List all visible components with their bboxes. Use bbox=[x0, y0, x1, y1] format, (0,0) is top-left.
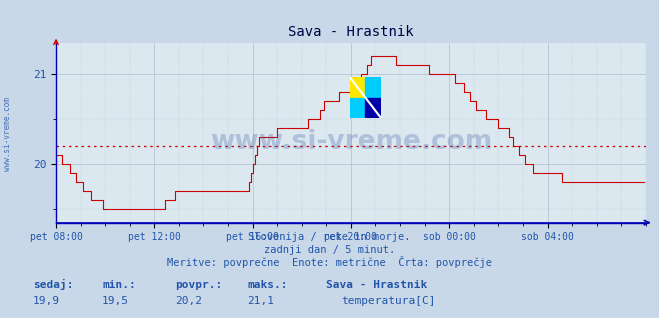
Text: zadnji dan / 5 minut.: zadnji dan / 5 minut. bbox=[264, 245, 395, 255]
Bar bbox=[350, 77, 366, 98]
Title: Sava - Hrastnik: Sava - Hrastnik bbox=[288, 25, 414, 39]
Text: sedaj:: sedaj: bbox=[33, 279, 73, 290]
Bar bbox=[366, 77, 382, 98]
Text: Sava - Hrastnik: Sava - Hrastnik bbox=[326, 280, 428, 290]
Text: Slovenija / reke in morje.: Slovenija / reke in morje. bbox=[248, 232, 411, 242]
Text: 21,1: 21,1 bbox=[247, 296, 274, 306]
Bar bbox=[366, 98, 382, 118]
Text: povpr.:: povpr.: bbox=[175, 280, 222, 290]
Text: min.:: min.: bbox=[102, 280, 136, 290]
Text: www.si-vreme.com: www.si-vreme.com bbox=[210, 129, 492, 155]
Text: Meritve: povprečne  Enote: metrične  Črta: povprečje: Meritve: povprečne Enote: metrične Črta:… bbox=[167, 256, 492, 267]
Text: maks.:: maks.: bbox=[247, 280, 287, 290]
Text: 19,9: 19,9 bbox=[33, 296, 60, 306]
Text: 19,5: 19,5 bbox=[102, 296, 129, 306]
Text: www.si-vreme.com: www.si-vreme.com bbox=[3, 97, 13, 170]
Text: 20,2: 20,2 bbox=[175, 296, 202, 306]
Bar bbox=[350, 98, 366, 118]
Text: temperatura[C]: temperatura[C] bbox=[341, 296, 436, 306]
